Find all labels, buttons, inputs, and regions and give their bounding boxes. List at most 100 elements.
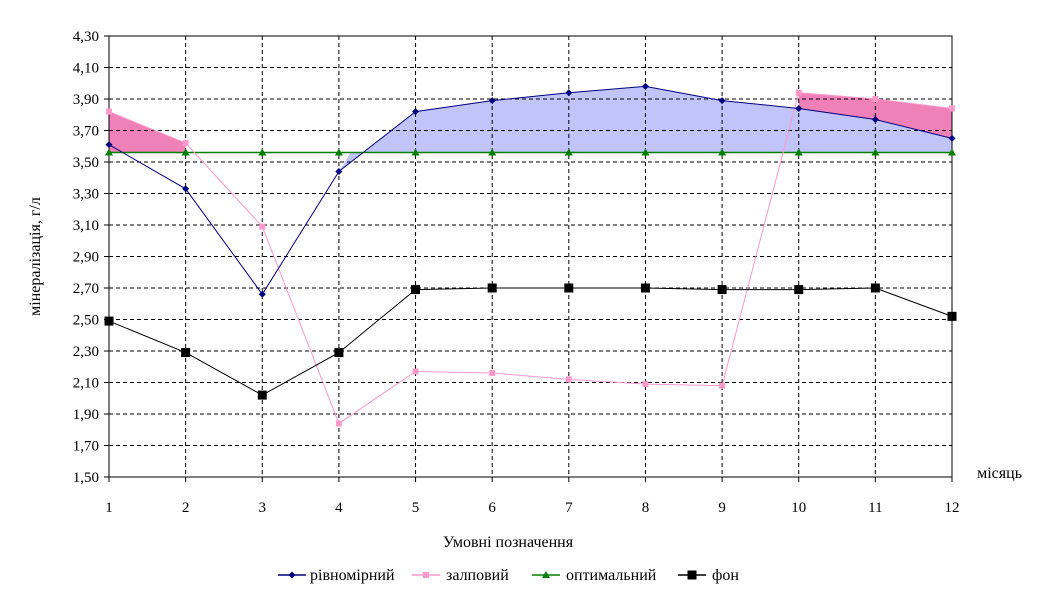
data-point xyxy=(872,96,879,102)
legend: рівномірний залповий оптимальний фон xyxy=(278,567,739,584)
data-point xyxy=(335,420,342,427)
data-point xyxy=(105,141,113,149)
y-tick-label: 2,10 xyxy=(73,376,99,392)
x-tick-label: 6 xyxy=(488,500,496,516)
data-point xyxy=(181,148,190,156)
series-line xyxy=(108,92,953,425)
series-4 xyxy=(104,283,957,400)
x-tick-label: 4 xyxy=(335,500,343,516)
data-point xyxy=(948,148,956,156)
x-tick-label: 2 xyxy=(182,500,190,516)
series-3 xyxy=(105,148,956,156)
x-tick-label: 10 xyxy=(791,500,806,516)
y-tick-label: 4,30 xyxy=(73,29,99,45)
y-tick-label: 1,90 xyxy=(73,407,99,423)
data-point xyxy=(794,285,804,295)
data-point xyxy=(412,368,419,375)
data-point xyxy=(949,105,955,112)
data-point xyxy=(564,148,573,156)
legend-label: оптимальний xyxy=(566,567,657,584)
data-point xyxy=(106,108,112,115)
data-point xyxy=(104,316,114,326)
data-point xyxy=(489,370,496,377)
data-point xyxy=(335,167,343,175)
data-point xyxy=(259,223,266,230)
data-point xyxy=(411,285,421,295)
data-point xyxy=(718,148,727,156)
x-tick-label: 3 xyxy=(259,500,267,516)
data-point xyxy=(258,290,266,298)
y-tick-label: 3,70 xyxy=(73,124,99,140)
data-point xyxy=(795,104,803,112)
legend-item: оптимальний xyxy=(532,567,657,584)
data-point xyxy=(182,140,189,147)
burst-above-optimal-area-start xyxy=(109,111,186,153)
legend-label: рівномірний xyxy=(310,567,395,584)
legend-marker xyxy=(423,572,429,578)
data-point xyxy=(334,148,343,156)
y-tick-label: 3,50 xyxy=(73,155,99,171)
legend-item: залповий xyxy=(412,567,509,584)
x-tick-label: 7 xyxy=(565,500,573,516)
series-2 xyxy=(106,89,955,427)
y-tick-label: 3,90 xyxy=(73,92,99,108)
data-point xyxy=(412,108,420,116)
y-tick-label: 2,50 xyxy=(73,313,99,329)
data-point xyxy=(411,148,420,156)
x-tick-label: 1 xyxy=(105,500,113,516)
y-tick-label: 4,10 xyxy=(73,61,99,77)
data-point xyxy=(718,97,726,105)
legend-marker xyxy=(288,571,296,579)
gridlines xyxy=(109,36,952,477)
series-line xyxy=(108,287,953,396)
data-point xyxy=(334,348,344,358)
series-line xyxy=(108,85,953,296)
data-point xyxy=(105,148,113,156)
legend-marker xyxy=(542,571,550,578)
x-axis-title: Умовні позначення xyxy=(443,534,574,551)
data-point xyxy=(565,89,573,97)
data-point xyxy=(181,348,191,358)
data-point xyxy=(795,89,802,96)
data-point xyxy=(488,148,497,156)
data-point xyxy=(488,97,496,105)
data-point xyxy=(947,311,957,321)
y-tick-label: 1,70 xyxy=(73,439,99,455)
data-point xyxy=(640,283,650,293)
y-tick-label: 2,70 xyxy=(73,281,99,297)
y-tick-label: 2,30 xyxy=(73,344,99,360)
x-tick-label: 11 xyxy=(868,500,882,516)
y-tick-label: 2,90 xyxy=(73,250,99,266)
data-point xyxy=(487,283,497,293)
data-point xyxy=(565,376,572,383)
data-point xyxy=(719,382,726,389)
series-1 xyxy=(105,82,956,298)
legend-item: фон xyxy=(678,567,739,584)
data-point xyxy=(642,381,649,388)
data-point xyxy=(871,115,879,123)
x-axis-unit-label: місяць xyxy=(977,465,1022,482)
legend-label: фон xyxy=(712,567,739,584)
data-point xyxy=(257,390,267,400)
data-point xyxy=(258,148,267,156)
legend-marker xyxy=(687,570,697,580)
x-tick-label: 9 xyxy=(718,500,726,516)
x-axis-ticks: 1 2 3 4 5 6 7 8 9 10 11 12 xyxy=(105,477,960,516)
data-point xyxy=(794,148,803,156)
y-axis-ticks: 1,50 1,70 1,90 2,10 2,30 2,50 2,70 2,90 3,10 3,30… xyxy=(73,29,109,486)
x-tick-label: 5 xyxy=(412,500,420,516)
data-point xyxy=(182,185,190,193)
data-point xyxy=(871,148,880,156)
legend-item: рівномірний xyxy=(278,567,395,584)
legend-label: залповий xyxy=(446,567,509,584)
data-point xyxy=(870,283,880,293)
series-lines xyxy=(104,82,957,427)
data-point xyxy=(948,134,956,142)
x-tick-label: 12 xyxy=(945,500,960,516)
y-axis-title: мінералізація, г/л xyxy=(27,197,44,316)
y-tick-label: 3,30 xyxy=(73,187,99,203)
data-point xyxy=(717,285,727,295)
x-tick-label: 8 xyxy=(642,500,650,516)
